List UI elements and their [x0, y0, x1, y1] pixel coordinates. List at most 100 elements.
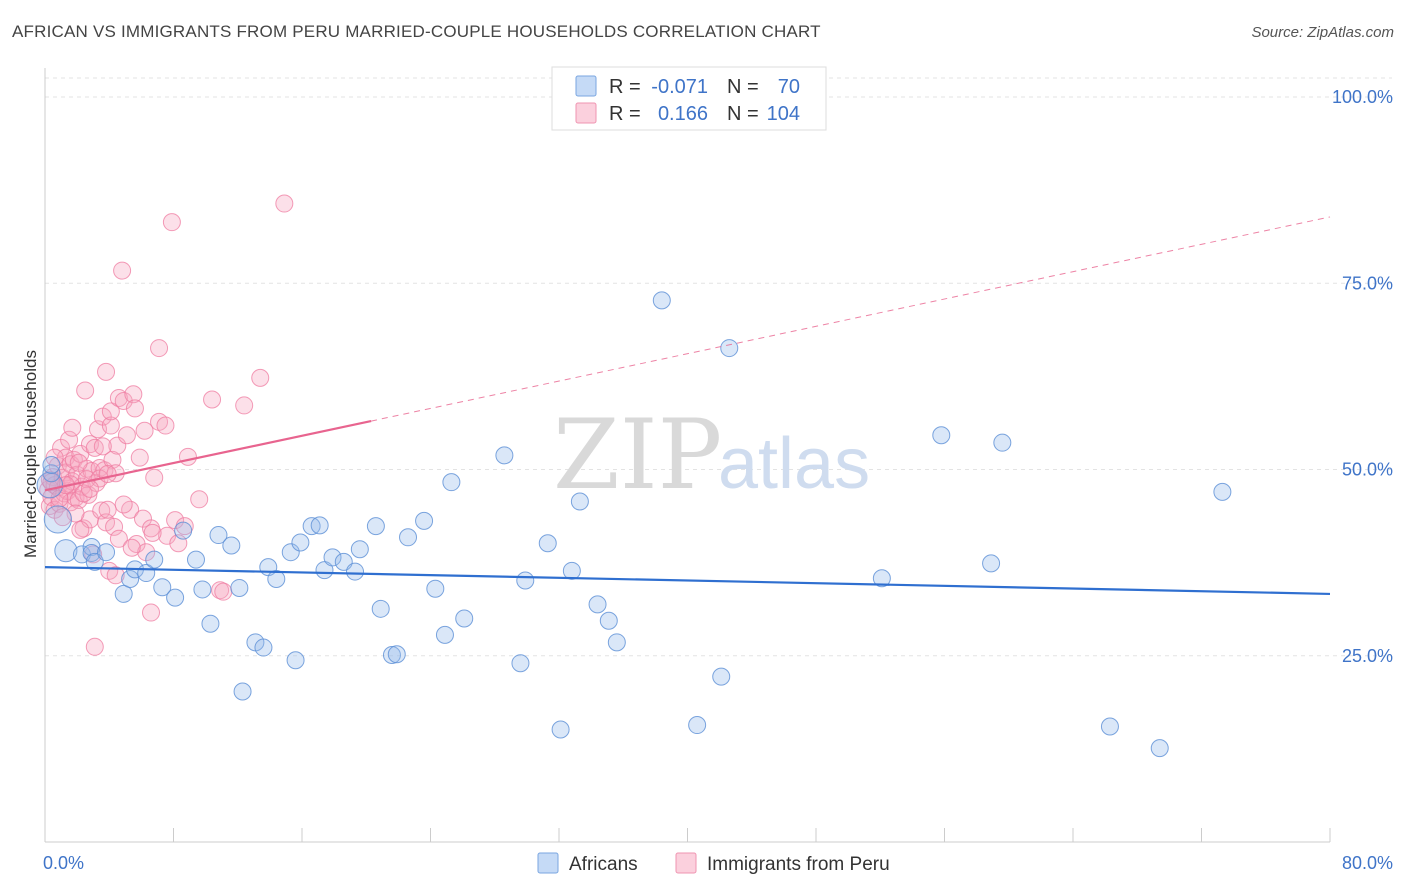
- peru-point: [190, 490, 209, 509]
- watermark: ZIP atlas: [553, 399, 870, 511]
- legend-r-value-africans: -0.071: [651, 76, 708, 98]
- africans-point: [538, 534, 557, 553]
- africans-point: [323, 548, 342, 567]
- peru-point: [98, 464, 117, 483]
- peru-point: [125, 399, 144, 418]
- africans-point: [310, 516, 329, 535]
- africans-point: [562, 561, 581, 580]
- africans-point: [442, 473, 461, 492]
- africans-point: [82, 537, 101, 556]
- peru-point: [74, 519, 93, 538]
- peru-point: [143, 523, 162, 542]
- africans-point: [114, 584, 133, 603]
- peru-point: [203, 390, 222, 409]
- chart-title: AFRICAN VS IMMIGRANTS FROM PERU MARRIED-…: [12, 22, 821, 41]
- africans-point: [36, 471, 64, 499]
- africans-point: [371, 599, 390, 618]
- peru-point: [97, 362, 116, 381]
- legend-swatch-africans: [575, 75, 597, 97]
- peru-point: [101, 402, 120, 421]
- legend-box: R = -0.071 N = 70 R = 0.166 N = 104: [551, 66, 827, 131]
- africans-point: [720, 339, 739, 358]
- peru-point: [130, 448, 149, 467]
- africans-point: [415, 511, 434, 530]
- legend-n-label-peru: N =: [727, 103, 759, 125]
- peru-point: [60, 430, 79, 449]
- peru-point: [92, 501, 111, 520]
- peru-trend-line: [44, 419, 372, 492]
- africans-point: [516, 571, 535, 590]
- peru-point: [142, 603, 161, 622]
- peru-point: [71, 520, 90, 539]
- africans-point: [346, 562, 365, 581]
- peru-point: [156, 416, 175, 435]
- africans-point: [193, 580, 212, 599]
- africans-point: [209, 526, 228, 545]
- africans-point: [97, 543, 116, 562]
- series-africans-points: [36, 291, 1232, 758]
- africans-point: [254, 638, 273, 657]
- peru-point: [105, 517, 124, 536]
- peru-point: [69, 453, 88, 472]
- bottom-legend-swatch-peru: [675, 852, 697, 874]
- africans-point: [286, 651, 305, 670]
- peru-point: [235, 396, 254, 415]
- bottom-legend: Africans Immigrants from Peru: [537, 852, 890, 875]
- africans-point: [688, 716, 707, 735]
- peru-point: [93, 437, 112, 456]
- legend-r-label-africans: R =: [609, 76, 641, 98]
- peru-point: [275, 194, 294, 213]
- y-tick-label: 75.0%: [1342, 273, 1393, 293]
- africans-point: [382, 646, 401, 665]
- africans-point: [607, 633, 626, 652]
- peru-point: [150, 339, 169, 358]
- africans-point: [315, 561, 334, 580]
- africans-point: [399, 528, 418, 547]
- y-tick-label: 100.0%: [1332, 87, 1393, 107]
- peru-point: [50, 494, 69, 513]
- africans-point: [993, 433, 1012, 452]
- bottom-legend-africans: Africans: [569, 854, 638, 875]
- africans-point: [435, 625, 454, 644]
- peru-point: [145, 468, 164, 487]
- africans-point: [230, 578, 249, 597]
- africans-point: [222, 536, 241, 555]
- africans-point: [201, 614, 220, 633]
- africans-point: [872, 569, 891, 588]
- peru-point: [122, 538, 141, 557]
- peru-point: [85, 637, 104, 656]
- legend-n-value-africans: 70: [778, 76, 800, 98]
- africans-point: [186, 550, 205, 569]
- africans-point: [426, 579, 445, 598]
- peru-point: [109, 529, 128, 548]
- peru-point: [158, 526, 177, 545]
- peru-point: [178, 447, 197, 466]
- peru-point: [76, 381, 95, 400]
- peru-point: [98, 500, 117, 519]
- peru-point: [162, 213, 181, 232]
- africans-point: [174, 521, 193, 540]
- africans-point: [1213, 482, 1232, 501]
- africans-point: [982, 554, 1001, 573]
- bottom-legend-peru: Immigrants from Peru: [707, 854, 890, 875]
- africans-point: [54, 539, 78, 563]
- legend-frame: [551, 66, 827, 131]
- africans-point: [281, 543, 300, 562]
- peru-trend-extension: [370, 216, 1331, 422]
- africans-point: [291, 533, 310, 552]
- africans-trend-line: [44, 565, 1331, 596]
- africans-point: [145, 550, 164, 569]
- trend-lines: [44, 216, 1331, 596]
- y-tick-label: 50.0%: [1342, 460, 1393, 480]
- africans-point: [511, 654, 530, 673]
- watermark-atlas: atlas: [718, 424, 870, 504]
- peru-point: [214, 582, 233, 601]
- peru-point: [101, 416, 120, 435]
- peru-point: [211, 581, 230, 600]
- peru-point: [251, 368, 270, 387]
- africans-point: [121, 570, 140, 589]
- africans-point: [42, 456, 61, 475]
- peru-point: [114, 495, 133, 514]
- africans-point: [387, 645, 406, 664]
